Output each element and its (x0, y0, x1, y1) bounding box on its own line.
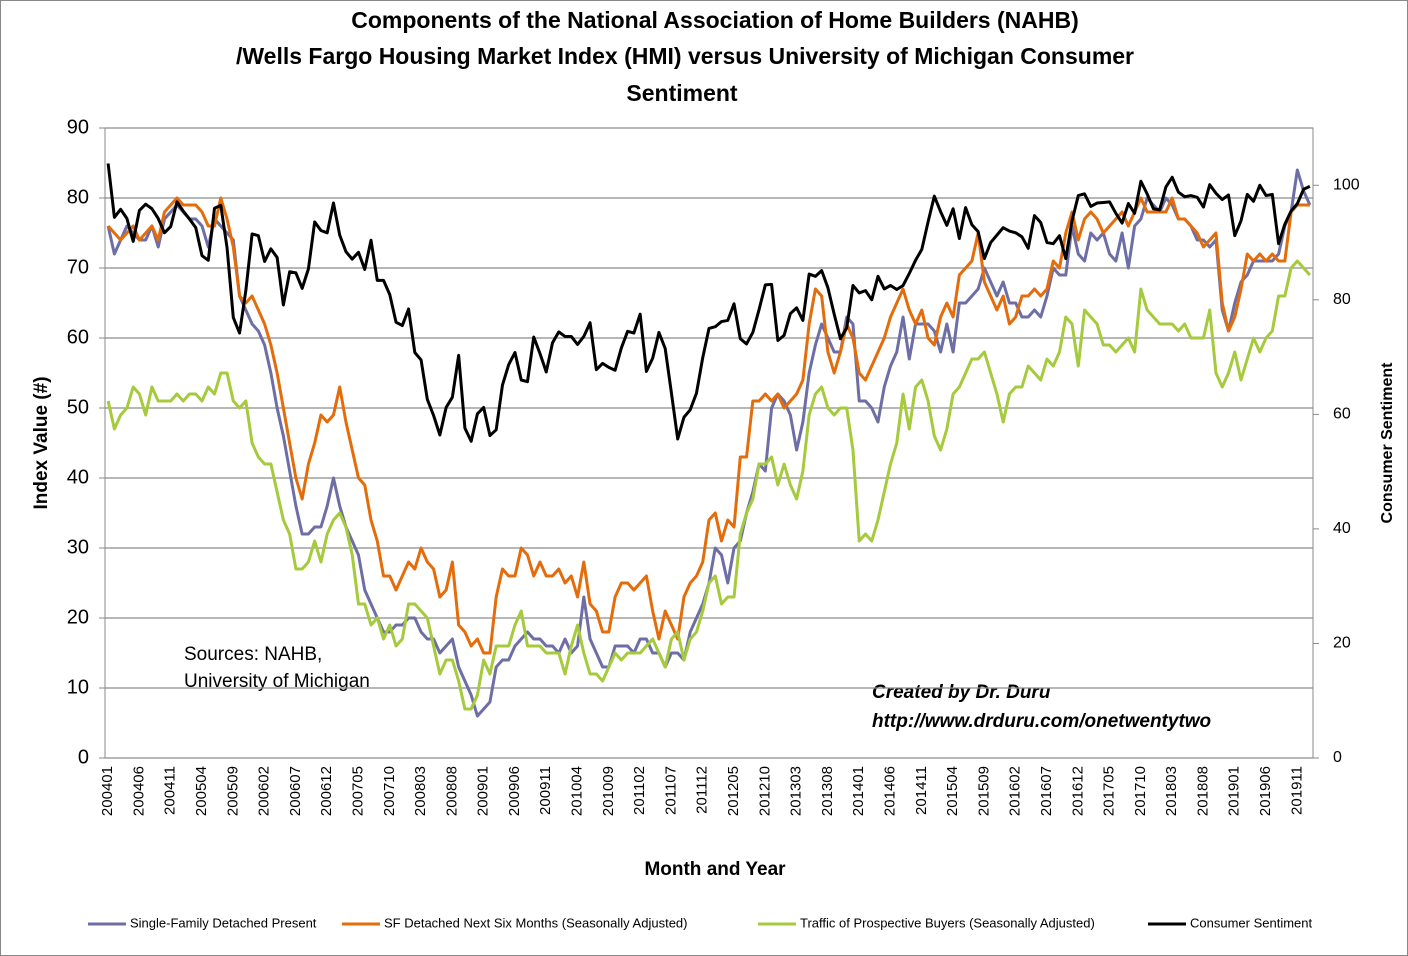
x-tick-label: 201004 (569, 766, 586, 816)
y-tick-label: 0 (78, 746, 89, 768)
x-tick-label: 200602 (256, 766, 273, 816)
y-tick-label: 80 (67, 186, 89, 208)
x-tick-label: 200406 (130, 766, 147, 816)
x-tick-label: 200911 (537, 766, 554, 815)
legend-label: Single-Family Detached Present (130, 915, 317, 930)
series-line (106, 163, 1311, 443)
legend-label: Consumer Sentiment (1190, 915, 1312, 930)
series-line (106, 259, 1311, 711)
x-tick-label: 200509 (224, 766, 241, 816)
source-note: Sources: NAHB, (184, 644, 322, 665)
x-tick-label: 201602 (1007, 766, 1024, 816)
x-tick-label: 201901 (1226, 766, 1243, 816)
x-tick-label: 201009 (600, 766, 617, 816)
x-tick-label: 201607 (1038, 766, 1055, 816)
series-line (107, 196, 1310, 655)
x-tick-label: 201303 (788, 766, 805, 816)
y-tick-label: 60 (67, 326, 89, 348)
y-tick-label: 30 (67, 536, 89, 558)
x-tick-label: 201308 (819, 766, 836, 816)
x-tick-label: 201911 (1288, 766, 1305, 815)
x-tick-label: 201504 (944, 766, 961, 816)
x-tick-label: 201612 (1069, 766, 1086, 816)
x-tick-label: 200411 (162, 766, 179, 815)
x-tick-label: 201411 (913, 766, 930, 815)
x-tick-label: 201906 (1257, 766, 1274, 816)
x-tick-label: 201210 (756, 766, 773, 816)
x-tick-label: 201102 (631, 766, 648, 815)
x-tick-label: 201509 (975, 766, 992, 816)
y2-axis-title: Consumer Sentiment (1379, 362, 1396, 524)
y-tick-label: 50 (67, 396, 89, 418)
credit-note: http://www.drduru.com/onetwentytwo (872, 711, 1211, 732)
y-tick-label: 70 (67, 256, 89, 278)
y2-tick-label: 100 (1333, 176, 1360, 193)
x-tick-label: 201808 (1194, 766, 1211, 816)
x-tick-label: 201205 (725, 766, 742, 816)
x-tick-label: 200705 (349, 766, 366, 816)
x-tick-label: 201112 (694, 766, 711, 814)
chart-title: /Wells Fargo Housing Market Index (HMI) … (236, 43, 1134, 69)
y2-tick-label: 40 (1333, 520, 1351, 537)
x-tick-label: 200607 (287, 766, 304, 816)
x-tick-label: 201705 (1101, 766, 1118, 816)
x-tick-label: 200906 (506, 766, 523, 816)
y-tick-label: 20 (67, 606, 89, 628)
x-tick-label: 201406 (881, 766, 898, 816)
source-note: University of Michigan (184, 671, 370, 692)
y2-tick-label: 20 (1333, 635, 1351, 652)
x-tick-label: 200901 (475, 766, 492, 816)
y-tick-label: 90 (67, 116, 89, 138)
y2-tick-label: 60 (1333, 406, 1351, 423)
y2-tick-label: 80 (1333, 291, 1351, 308)
legend-label: SF Detached Next Six Months (Seasonally … (384, 915, 687, 930)
legend-label: Traffic of Prospective Buyers (Seasonall… (800, 915, 1095, 930)
chart-title: Components of the National Association o… (351, 7, 1079, 33)
x-tick-label: 201803 (1163, 766, 1180, 816)
y-tick-label: 40 (67, 466, 89, 488)
x-tick-label: 200504 (193, 766, 210, 816)
x-tick-label: 200401 (99, 766, 116, 816)
x-tick-label: 200808 (443, 766, 460, 816)
x-tick-label: 201401 (850, 766, 867, 816)
y-axis-title: Index Value (#) (31, 376, 52, 509)
x-tick-label: 201710 (1132, 766, 1149, 816)
y-tick-label: 10 (67, 676, 89, 698)
y2-tick-label: 0 (1333, 749, 1342, 766)
x-tick-label: 200803 (412, 766, 429, 816)
x-tick-label: 200612 (318, 766, 335, 816)
chart-title: Sentiment (626, 80, 738, 106)
x-tick-label: 200710 (381, 766, 398, 816)
credit-note: Created by Dr. Duru (872, 682, 1051, 703)
x-axis-title: Month and Year (644, 859, 786, 880)
x-tick-label: 201107 (662, 766, 679, 815)
